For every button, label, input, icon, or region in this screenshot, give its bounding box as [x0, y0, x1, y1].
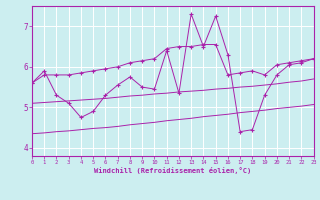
X-axis label: Windchill (Refroidissement éolien,°C): Windchill (Refroidissement éolien,°C) — [94, 167, 252, 174]
